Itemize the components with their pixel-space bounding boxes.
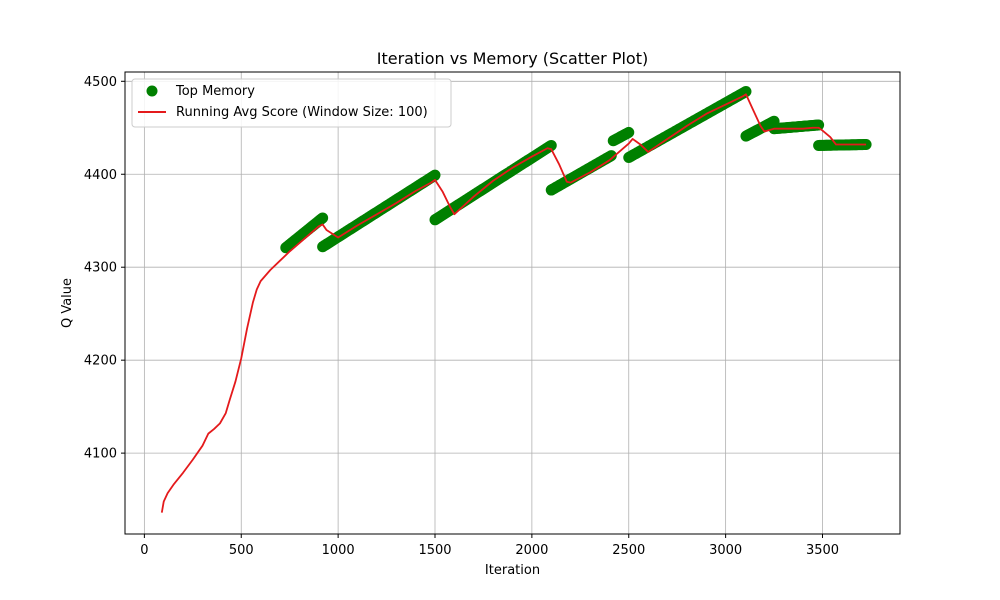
legend-box: [131, 78, 452, 128]
scatter-point: [605, 150, 617, 162]
x-tick-label: 2500: [612, 543, 645, 558]
x-tick-label: 3000: [709, 543, 742, 558]
y-axis-ticks: 4100 4200 4300 4400 4500: [84, 75, 125, 462]
x-tick-label: 2000: [515, 543, 548, 558]
scatter-point: [429, 169, 441, 181]
y-tick-label: 4400: [84, 168, 117, 183]
x-tick-label: 0: [140, 543, 148, 558]
legend-marker-top-memory: [146, 85, 158, 97]
y-tick-label: 4200: [84, 354, 117, 369]
x-tick-label: 3500: [806, 543, 839, 558]
x-axis-title: Iteration: [485, 563, 540, 578]
running-avg-line: [160, 93, 867, 513]
chart-title: Iteration vs Memory (Scatter Plot): [377, 49, 648, 68]
line-series-running-avg: [160, 93, 867, 513]
legend-label-running-avg: Running Avg Score (Window Size: 100): [176, 105, 428, 120]
legend: Top Memory Running Avg Score (Window Siz…: [131, 78, 452, 128]
scatter-point: [740, 86, 752, 98]
x-axis-ticks: 0 500 1000 1500 2000 2500 3000 3500: [140, 534, 839, 558]
x-tick-label: 500: [229, 543, 254, 558]
y-tick-label: 4100: [84, 447, 117, 462]
y-axis-title: Q Value: [60, 278, 75, 328]
scatter-point: [317, 212, 329, 224]
y-tick-label: 4300: [84, 261, 117, 276]
scatter-series-top-memory: [280, 86, 872, 254]
plot-area-frame: [124, 71, 901, 535]
legend-label-top-memory: Top Memory: [175, 84, 255, 99]
scatter-point: [623, 126, 635, 138]
x-tick-label: 1000: [322, 543, 355, 558]
y-tick-label: 4500: [84, 75, 117, 90]
x-tick-label: 1500: [418, 543, 451, 558]
